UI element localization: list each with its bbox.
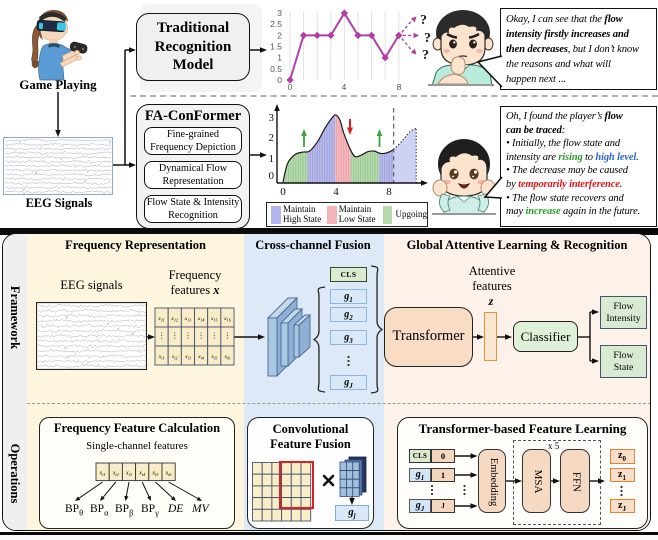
svg-text:0: 0 [288, 82, 293, 92]
svg-text:0: 0 [269, 170, 275, 182]
svg-text:8: 8 [397, 82, 402, 92]
svg-text:2: 2 [269, 132, 275, 144]
svg-text:3: 3 [277, 8, 282, 18]
svg-text:?: ? [424, 31, 431, 46]
svg-text:2.5: 2.5 [270, 19, 282, 29]
svg-text:?: ? [422, 48, 429, 63]
svg-text:2: 2 [277, 30, 282, 40]
svg-text:0: 0 [277, 75, 282, 85]
svg-text:4: 4 [333, 186, 339, 198]
svg-text:8: 8 [386, 186, 392, 198]
svg-text:0.5: 0.5 [270, 64, 282, 74]
svg-text:0: 0 [280, 186, 286, 198]
svg-text:1: 1 [277, 53, 282, 63]
svg-text:1: 1 [269, 153, 275, 165]
svg-text:3: 3 [269, 112, 275, 124]
svg-text:1.5: 1.5 [270, 42, 282, 52]
svg-text:?: ? [420, 13, 427, 28]
svg-text:4: 4 [342, 82, 347, 92]
